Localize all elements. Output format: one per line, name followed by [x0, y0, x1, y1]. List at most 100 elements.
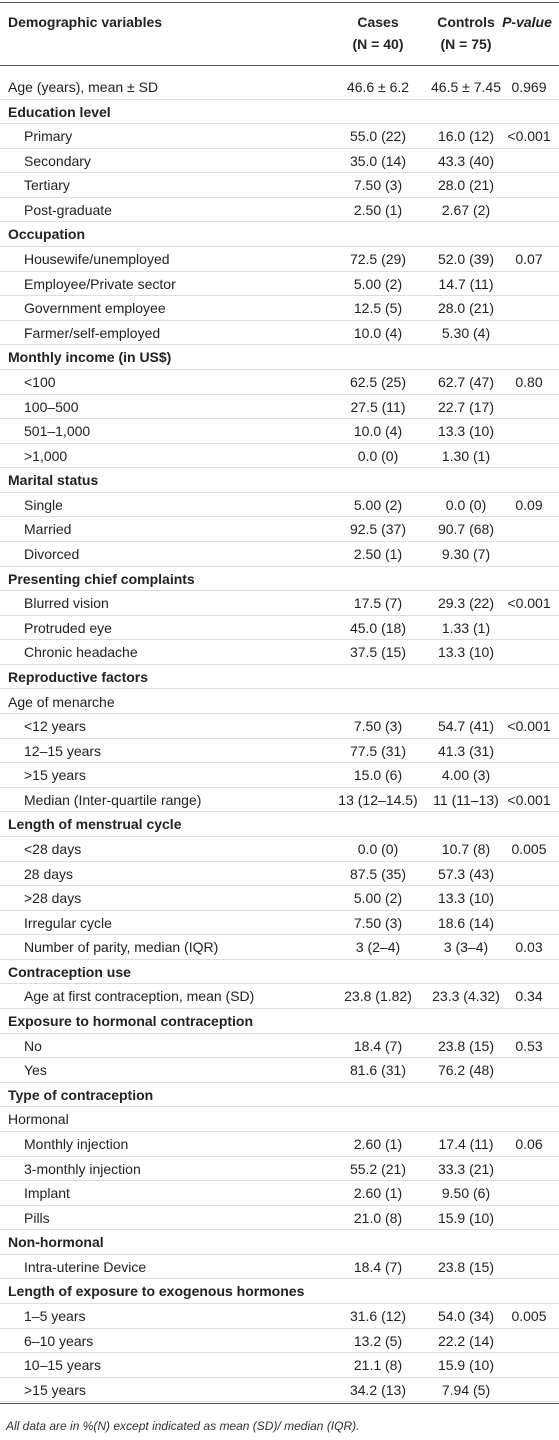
controls-cell: 13.3 (10)	[437, 890, 495, 907]
row-label: 1–5 years	[24, 1308, 86, 1324]
cases-cell: 55.0 (22)	[349, 128, 407, 145]
row-label: 10–15 years	[24, 1357, 102, 1374]
header-p: P-value	[502, 14, 552, 30]
header-controls-n: (N = 75)	[440, 36, 492, 52]
p-value-cell: 0.06	[515, 1135, 543, 1152]
table-row: 3-monthly injection 55.2 (21) 33.3 (21)	[0, 1157, 559, 1182]
row-label: Employee/Private sector	[24, 275, 176, 292]
table-row: Exposure to hormonal contraception	[0, 1009, 559, 1034]
cases-cell: 23.8 (1.82)	[344, 988, 412, 1005]
controls-cell: 90.7 (68)	[437, 521, 495, 538]
table-row: 28 days 87.5 (35) 57.3 (43)	[0, 862, 559, 887]
controls-cell: 15.9 (10)	[437, 1357, 495, 1374]
cases-cell: 13 (12–14.5)	[338, 791, 418, 808]
cases-cell: 5.00 (2)	[353, 496, 403, 513]
controls-cell: 4.00 (3)	[441, 767, 491, 784]
table-row: Reproductive factors	[0, 665, 559, 690]
row-label: Type of contraception	[8, 1086, 154, 1103]
table-row: Presenting chief complaints	[0, 567, 559, 592]
row-label: Pills	[24, 1209, 50, 1226]
p-value-cell: 0.34	[515, 988, 543, 1005]
row-label: Single	[24, 496, 63, 513]
p-value-cell: <0.001	[507, 791, 551, 808]
row-label: Age (years), mean ± SD	[8, 79, 159, 95]
table-row: Government employee 12.5 (5) 28.0 (21)	[0, 296, 559, 321]
row-label: Contraception use	[8, 963, 131, 980]
table-row: Yes 81.6 (31) 76.2 (48)	[0, 1058, 559, 1083]
header-cases-n: (N = 40)	[352, 36, 404, 52]
row-label: Chronic headache	[24, 644, 138, 661]
table-row: 1–5 years 31.6 (12) 54.0 (34) 0.005	[0, 1304, 559, 1329]
cases-cell: 37.5 (15)	[349, 644, 407, 661]
row-label: Farmer/self-employed	[24, 324, 161, 341]
row-label: Length of menstrual cycle	[8, 816, 182, 833]
cases-cell: 34.2 (13)	[349, 1381, 407, 1398]
controls-cell: 23.3 (4.32)	[432, 988, 500, 1005]
p-value-cell: 0.09	[515, 496, 543, 513]
cases-cell: 18.4 (7)	[353, 1037, 403, 1054]
header-label: Demographic variables	[8, 14, 163, 30]
rule	[0, 2, 559, 3]
cases-cell: 2.60 (1)	[353, 1185, 403, 1202]
cases-cell: 46.6 ± 6.2	[346, 79, 410, 95]
controls-cell: 10.7 (8)	[441, 840, 491, 857]
table-row: 501–1,000 10.0 (4) 13.3 (10)	[0, 419, 559, 444]
row-label: 501–1,000	[24, 423, 91, 440]
row-label: <100	[24, 373, 56, 390]
cases-cell: 18.4 (7)	[353, 1258, 403, 1275]
controls-cell: 54.0 (34)	[437, 1308, 495, 1324]
table-row: Monthly income (in US$)	[0, 345, 559, 370]
cases-cell: 3 (2–4)	[355, 939, 401, 956]
p-value-cell: <0.001	[507, 718, 551, 735]
controls-cell: 1.30 (1)	[441, 447, 491, 464]
p-value-cell: 0.969	[511, 79, 547, 95]
table-row: Married 92.5 (37) 90.7 (68)	[0, 517, 559, 543]
p-value-cell: 0.005	[511, 840, 547, 857]
table-row: Monthly injection 2.60 (1) 17.4 (11) 0.06	[0, 1132, 559, 1157]
row-label: Primary	[24, 128, 73, 145]
cases-cell: 5.00 (2)	[353, 275, 403, 292]
row-label: Tertiary	[24, 177, 70, 194]
footnote: All data are in %(N) except indicated as…	[6, 1419, 360, 1433]
table-row: 12–15 years 77.5 (31) 41.3 (31)	[0, 739, 559, 764]
row-label: Length of exposure to exogenous hormones	[8, 1283, 305, 1300]
cases-cell: 81.6 (31)	[349, 1062, 407, 1079]
cases-cell: 27.5 (11)	[350, 398, 406, 415]
row-label: Divorced	[24, 546, 80, 563]
cases-cell: 17.5 (7)	[353, 595, 403, 612]
table-row: 10–15 years 21.1 (8) 15.9 (10)	[0, 1353, 559, 1378]
controls-cell: 57.3 (43)	[437, 865, 495, 882]
controls-cell: 2.67 (2)	[441, 201, 491, 218]
row-label: Monthly injection	[24, 1135, 129, 1152]
controls-cell: 33.3 (21)	[437, 1160, 495, 1177]
cases-cell: 35.0 (14)	[349, 152, 407, 169]
table-row: Single 5.00 (2) 0.0 (0) 0.09	[0, 493, 559, 518]
table-row: Secondary 35.0 (14) 43.3 (40)	[0, 149, 559, 174]
controls-cell: 3 (3–4)	[443, 939, 489, 956]
table-row: >15 years 34.2 (13) 7.94 (5)	[0, 1378, 559, 1403]
controls-cell: 9.30 (7)	[441, 546, 491, 563]
controls-cell: 28.0 (21)	[437, 177, 495, 194]
controls-cell: 46.5 ± 7.45	[431, 79, 501, 95]
table-row: >28 days 5.00 (2) 13.3 (10)	[0, 886, 559, 911]
controls-cell: 9.50 (6)	[441, 1185, 491, 1202]
controls-cell: 0.0 (0)	[445, 496, 487, 513]
p-value-cell: 0.03	[515, 939, 543, 956]
cases-cell: 0.0 (0)	[357, 447, 399, 464]
cases-cell: 15.0 (6)	[353, 767, 403, 784]
table-row: Implant 2.60 (1) 9.50 (6)	[0, 1181, 559, 1206]
row-label: Non-hormonal	[8, 1234, 104, 1251]
table-row: >1,000 0.0 (0) 1.30 (1)	[0, 444, 559, 469]
controls-cell: 17.4 (11)	[438, 1135, 494, 1152]
controls-cell: 7.94 (5)	[441, 1381, 491, 1398]
row-label: Married	[24, 521, 72, 538]
controls-cell: 22.7 (17)	[437, 398, 495, 415]
row-label: Protruded eye	[24, 619, 112, 636]
controls-cell: 29.3 (22)	[437, 595, 495, 612]
controls-cell: 62.7 (47)	[437, 373, 495, 390]
table-row: Education level	[0, 100, 559, 125]
row-label: >1,000	[24, 447, 68, 464]
controls-cell: 16.0 (12)	[437, 128, 495, 145]
controls-cell: 15.9 (10)	[437, 1209, 495, 1226]
